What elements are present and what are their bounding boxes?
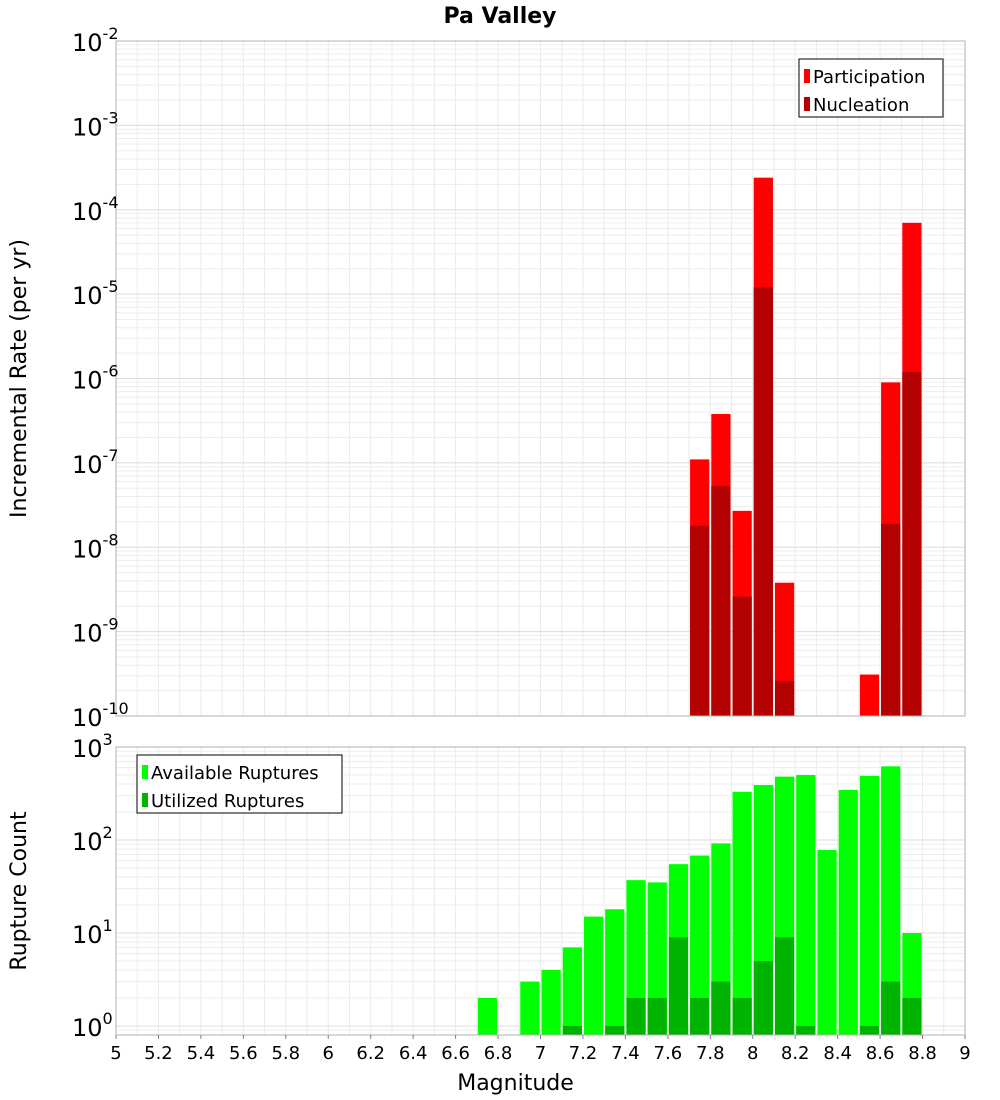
x-tick-label: 7.8 <box>696 1043 725 1064</box>
legend-label: Utilized Ruptures <box>151 791 304 812</box>
y-tick-label: 101 <box>72 916 113 949</box>
x-tick-label: 5.6 <box>229 1043 258 1064</box>
bar <box>753 960 773 1035</box>
bar <box>626 880 646 1035</box>
bar <box>605 909 625 1035</box>
y-axis-label: Incremental Rate (per yr) <box>7 239 32 518</box>
bar <box>711 486 731 716</box>
y-axis-label: Rupture Count <box>7 811 32 971</box>
chart-title: Pa Valley <box>443 4 556 29</box>
x-tick-label: 5 <box>110 1043 121 1064</box>
y-tick-label: 10-4 <box>72 193 119 226</box>
bar <box>562 947 582 1035</box>
bar <box>881 981 901 1035</box>
x-tick-label: 6.2 <box>356 1043 385 1064</box>
bar <box>817 850 837 1035</box>
bar <box>690 855 710 1035</box>
bar <box>881 523 901 716</box>
bar <box>774 680 795 716</box>
legend-label: Participation <box>813 67 925 88</box>
bar <box>838 789 858 1035</box>
legend-swatch <box>142 793 148 807</box>
y-tick-label: 10-9 <box>72 615 119 648</box>
x-tick-label: 9 <box>959 1043 970 1064</box>
bar <box>477 997 498 1035</box>
x-tick-label: 6 <box>323 1043 334 1064</box>
panel-rate: 10-10 10-9 10-8 10-7 10-6 10-5 10-4 10-3 10-2 Inc… <box>7 4 966 732</box>
y-tick-label: 10-3 <box>72 108 119 141</box>
series-nucleation <box>690 287 922 716</box>
x-axis-label: Magnitude <box>457 1071 574 1096</box>
legend-swatch <box>142 765 148 779</box>
x-tick-label: 8 <box>747 1043 758 1064</box>
bar <box>647 997 667 1035</box>
bar <box>732 791 752 1035</box>
bar <box>796 774 816 1035</box>
x-tick-label: 8.4 <box>823 1043 852 1064</box>
bar <box>859 1025 880 1035</box>
legend: Participation Nucleation <box>798 58 944 118</box>
legend-swatch <box>804 97 810 111</box>
legend-label: Available Ruptures <box>151 763 319 784</box>
y-tick-label: 10-5 <box>72 277 119 310</box>
legend-box <box>136 754 343 814</box>
x-tick-label: 7 <box>535 1043 546 1064</box>
legend-label: Nucleation <box>813 95 909 116</box>
bar <box>668 937 689 1035</box>
bar <box>562 1025 582 1035</box>
x-tick-label: 5.4 <box>187 1043 216 1064</box>
legend: Available Ruptures Utilized Ruptures <box>136 754 343 814</box>
x-tick-label: 5.8 <box>271 1043 300 1064</box>
x-tick-label: 8.6 <box>866 1043 895 1064</box>
bar <box>753 287 773 716</box>
bar <box>626 997 646 1035</box>
bar <box>732 596 752 716</box>
y-tick-label: 102 <box>72 823 113 856</box>
x-tick-label: 6.8 <box>484 1043 513 1064</box>
x-tick-label: 6.4 <box>399 1043 428 1064</box>
bar <box>520 981 540 1035</box>
bar <box>859 674 880 716</box>
bar <box>583 916 604 1035</box>
x-tick-label: 8.8 <box>908 1043 937 1064</box>
grid <box>115 41 966 717</box>
series-utilized-ruptures <box>562 937 922 1035</box>
bar <box>690 525 710 716</box>
y-tick-label: 10-8 <box>72 530 119 563</box>
bar <box>541 969 561 1035</box>
x-tick-label: 6.6 <box>441 1043 470 1064</box>
bar <box>647 882 667 1035</box>
y-tick-label: 103 <box>72 730 113 763</box>
x-tick-label: 7.6 <box>654 1043 683 1064</box>
y-tick-label: 10-7 <box>72 446 119 479</box>
bar <box>732 997 752 1035</box>
bar <box>902 997 922 1035</box>
y-tick-label: 10-6 <box>72 362 119 395</box>
bar <box>605 1025 625 1035</box>
y-tick-label: 10-10 <box>72 699 129 732</box>
bar <box>711 981 731 1035</box>
bar <box>881 766 901 1035</box>
x-tick-label: 8.2 <box>781 1043 810 1064</box>
y-tick-label: 100 <box>72 1009 113 1042</box>
legend-swatch <box>804 69 810 83</box>
bar <box>690 997 710 1035</box>
bar <box>796 1025 816 1035</box>
bar <box>774 937 795 1035</box>
bar <box>859 775 880 1035</box>
x-tick-label: 7.2 <box>569 1043 598 1064</box>
plot-frame <box>115 40 966 717</box>
legend-box <box>798 58 944 118</box>
x-tick-label: 5.2 <box>144 1043 173 1064</box>
y-tick-label: 10-2 <box>72 24 119 57</box>
x-tick-label: 7.4 <box>611 1043 640 1064</box>
bar <box>902 371 922 716</box>
